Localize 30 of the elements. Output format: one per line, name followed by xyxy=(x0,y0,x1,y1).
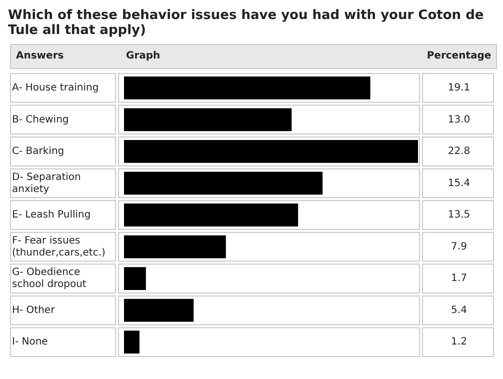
data-label: 1.7 xyxy=(451,273,467,284)
bar xyxy=(124,204,298,226)
y-tick-label: B- Chewing xyxy=(12,114,69,126)
data-label: 13.5 xyxy=(448,210,470,221)
bar xyxy=(124,267,146,290)
chart-title: Which of these behavior issues have you had with your Coton de Tule all that apply) xyxy=(8,8,485,38)
y-tick-label: G- Obedience school dropout xyxy=(12,267,86,290)
bar xyxy=(124,76,370,100)
data-label: 7.9 xyxy=(451,241,467,252)
text: Graph xyxy=(126,50,160,62)
text: Percentage xyxy=(426,50,492,62)
bar xyxy=(124,172,323,195)
text: Answers xyxy=(16,50,64,62)
bar xyxy=(124,298,194,322)
bar xyxy=(124,330,140,354)
data-label: 15.4 xyxy=(448,178,470,189)
data-label: 5.4 xyxy=(451,304,467,316)
y-tick-label: C- Barking xyxy=(12,146,64,158)
y-tick-label: H- Other xyxy=(12,304,56,316)
y-tick-label: I- None xyxy=(12,336,48,348)
data-label: 13.0 xyxy=(448,114,470,126)
y-tick-label: F- Fear issues (thunder,cars,etc.) xyxy=(12,235,106,258)
data-label: 19.1 xyxy=(448,82,470,94)
y-tick-label: A- House training xyxy=(12,82,99,94)
data-label: 1.2 xyxy=(451,336,467,348)
bar xyxy=(124,235,226,258)
bar xyxy=(124,108,292,132)
y-tick-label: E- Leash Pulling xyxy=(12,210,91,221)
data-label: 22.8 xyxy=(448,146,470,158)
y-tick-label: D- Separation anxiety xyxy=(12,172,81,195)
